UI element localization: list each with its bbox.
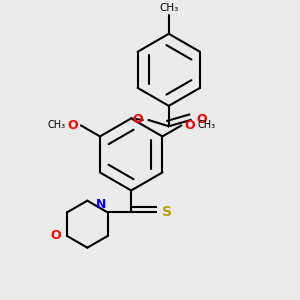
Text: N: N [96, 198, 106, 211]
Text: CH₃: CH₃ [197, 121, 215, 130]
Text: CH₃: CH₃ [47, 121, 65, 130]
Text: O: O [132, 113, 143, 127]
Text: S: S [162, 206, 172, 219]
Text: CH₃: CH₃ [159, 3, 178, 14]
Text: O: O [184, 119, 195, 132]
Text: O: O [196, 113, 207, 127]
Text: O: O [51, 230, 61, 242]
Text: O: O [67, 119, 78, 132]
